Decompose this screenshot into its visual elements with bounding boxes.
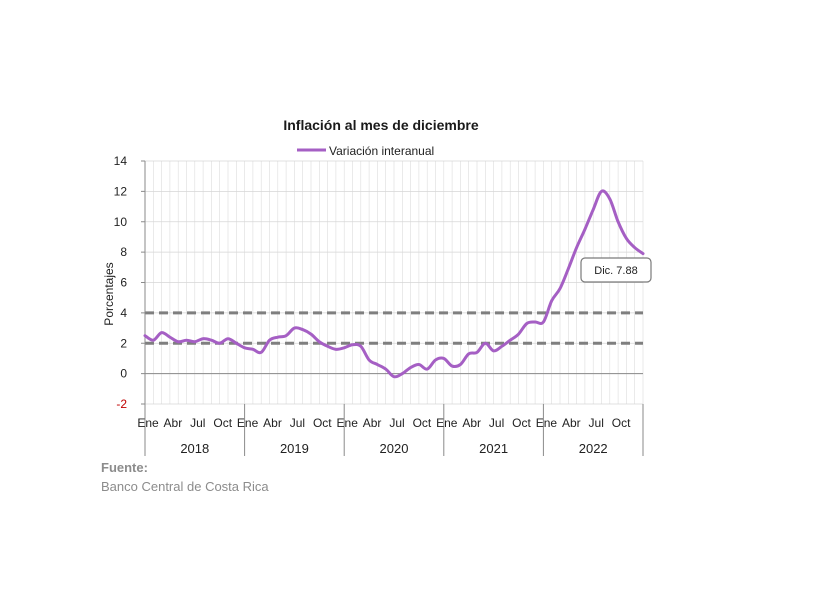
x-tick-label: Abr bbox=[363, 416, 382, 430]
x-tick-label: Ene bbox=[237, 416, 259, 430]
reference-lines bbox=[145, 311, 643, 345]
x-tick-label: Abr bbox=[462, 416, 481, 430]
y-tick-label: 0 bbox=[120, 367, 127, 381]
plot-grid bbox=[144, 160, 644, 405]
year-label: 2018 bbox=[180, 441, 209, 456]
x-tick-label: Jul bbox=[489, 416, 504, 430]
legend: Variación interanual bbox=[297, 144, 434, 158]
year-label: 2020 bbox=[380, 441, 409, 456]
year-label: 2021 bbox=[479, 441, 508, 456]
annotation-text: Dic. 7.88 bbox=[594, 265, 637, 277]
series-line-variacion-interanual bbox=[143, 189, 645, 379]
y-tick-label: 6 bbox=[120, 276, 127, 290]
y-tick-label: 14 bbox=[114, 154, 128, 168]
y-tick-label: 12 bbox=[114, 184, 128, 198]
x-tick-label: Jul bbox=[389, 416, 404, 430]
x-tick-label: Ene bbox=[536, 416, 558, 430]
y-axis-label: Porcentajes bbox=[102, 262, 116, 325]
source-label: Fuente: bbox=[101, 460, 148, 475]
y-tick-labels: 14 12 10 8 6 4 2 0 -2 bbox=[114, 154, 128, 411]
x-tick-label: Oct bbox=[512, 416, 531, 430]
x-tick-label: Oct bbox=[313, 416, 332, 430]
y-tick-label: 4 bbox=[120, 306, 127, 320]
x-tick-label: Abr bbox=[164, 416, 183, 430]
source-text: Banco Central de Costa Rica bbox=[101, 479, 269, 494]
x-tick-label: Ene bbox=[436, 416, 458, 430]
x-tick-label: Oct bbox=[413, 416, 432, 430]
annotation-callout: Dic. 7.88 bbox=[580, 257, 652, 283]
legend-label: Variación interanual bbox=[329, 144, 434, 158]
axes bbox=[141, 160, 644, 456]
x-tick-label: Abr bbox=[562, 416, 581, 430]
x-tick-label: Ene bbox=[337, 416, 359, 430]
x-tick-labels: Ene Abr Jul Oct 2018 Ene Abr Jul Oct 2019 Ene Abr Ju… bbox=[137, 416, 631, 456]
x-tick-label: Oct bbox=[213, 416, 232, 430]
x-tick-label: Jul bbox=[290, 416, 305, 430]
y-tick-label: 10 bbox=[114, 215, 128, 229]
x-tick-label: Ene bbox=[137, 416, 159, 430]
year-label: 2022 bbox=[579, 441, 608, 456]
y-tick-label: -2 bbox=[116, 397, 127, 411]
x-tick-label: Oct bbox=[612, 416, 631, 430]
x-tick-label: Jul bbox=[589, 416, 604, 430]
annotation-box bbox=[580, 257, 652, 283]
y-tick-label: 8 bbox=[120, 245, 127, 259]
x-tick-label: Abr bbox=[263, 416, 282, 430]
chart-title: Inflación al mes de diciembre bbox=[283, 117, 479, 133]
year-label: 2019 bbox=[280, 441, 309, 456]
series-layer bbox=[143, 189, 645, 379]
y-tick-label: 2 bbox=[120, 336, 127, 350]
x-tick-label: Jul bbox=[190, 416, 205, 430]
